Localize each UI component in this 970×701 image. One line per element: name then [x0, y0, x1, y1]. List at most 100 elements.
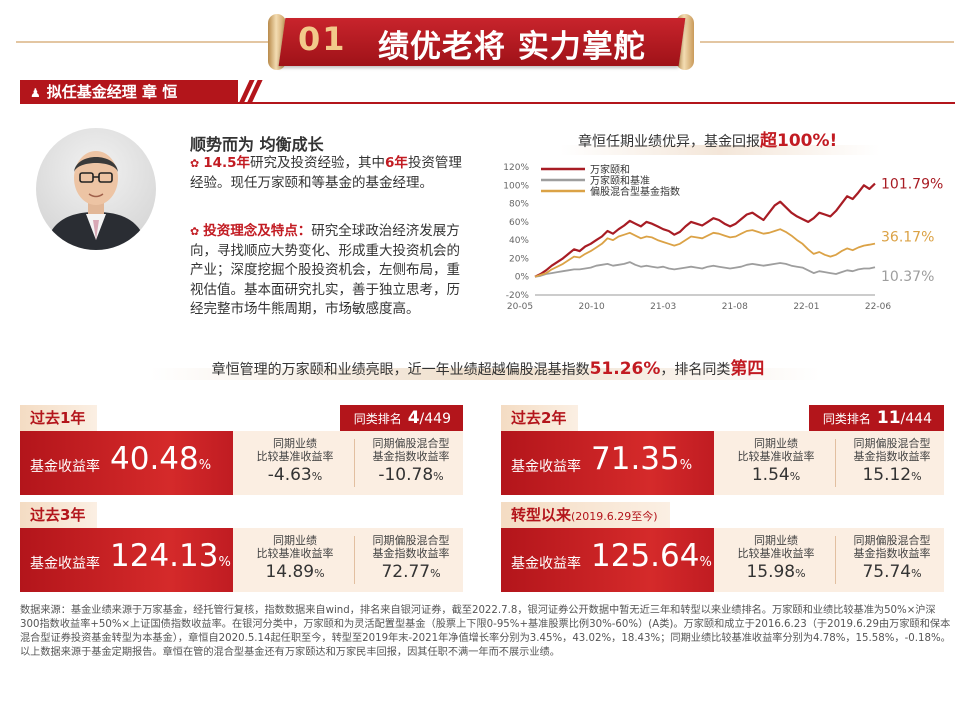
- x-tick-label: 20-10: [579, 302, 605, 312]
- manager-tag: ♟ 拟任基金经理 章 恒: [20, 80, 238, 104]
- percent-sign: %: [198, 458, 212, 473]
- index-label: 同期偏股混合型: [372, 437, 450, 450]
- card-title-text: 转型以来: [511, 506, 572, 524]
- caption-underline: [560, 145, 880, 155]
- card-title-text: 过去3年: [30, 506, 86, 524]
- peer-rank-badge: 同类排名 11/444: [808, 405, 944, 431]
- legend-label: 万家颐和基准: [590, 174, 650, 187]
- index-return: 同期偏股混合型 基金指数收益率 15.12%: [837, 437, 947, 485]
- card-past-2-years: 过去2年 同类排名 11/444 基金收益率 71.35% 同期业绩 比较基准收益…: [501, 405, 944, 495]
- card-past-1-year: 过去1年 同类排名 4/449 基金收益率 40.48% 同期业绩 比较基准收益率…: [20, 405, 463, 495]
- fund-return-label: 基金收益率: [30, 459, 100, 475]
- summary-underline: [150, 368, 820, 380]
- benchmark-label: 比较基准收益率: [256, 547, 334, 560]
- x-tick-label: 22-06: [865, 302, 891, 312]
- benchmark-label: 比较基准收益率: [256, 450, 334, 463]
- y-tick-label: 60%: [509, 218, 529, 228]
- percent-sign: %: [911, 470, 922, 483]
- benchmark-number: 1.54: [751, 465, 790, 485]
- management-years: 6年: [385, 155, 408, 171]
- section-number: 01: [298, 20, 347, 58]
- data-source-footnote: 数据来源：基金业绩来源于万家基金，经托管行复核，指数数据来自wind，排名来自银…: [20, 605, 951, 658]
- fund-return-panel: 基金收益率 71.35%: [501, 431, 714, 495]
- benchmark-value: 1.54%: [721, 465, 831, 485]
- percent-sign: %: [789, 470, 801, 483]
- rank-value: 4: [407, 408, 420, 428]
- benchmark-number: 14.89: [265, 562, 315, 582]
- fund-return-label: 基金收益率: [511, 556, 581, 572]
- index-return: 同期偏股混合型 基金指数收益率 75.74%: [837, 534, 947, 582]
- y-tick-label: 80%: [509, 200, 529, 210]
- rank-label: 同类排名: [822, 412, 871, 426]
- excess-return: 51.26%: [589, 359, 661, 379]
- x-tick-label: 22-01: [793, 302, 819, 312]
- chart-caption-text: 章恒任期业绩优异，基金回报: [578, 134, 760, 150]
- fund-return-panel: 基金收益率 124.13%: [20, 528, 233, 592]
- manager-avatar: [36, 128, 156, 250]
- percent-sign: %: [795, 567, 806, 580]
- rank-total: /444: [900, 411, 932, 427]
- fund-return-value: 124.13%: [110, 538, 231, 574]
- person-portrait-icon: [44, 151, 148, 250]
- bio-experience: ✿ 14.5年研究及投资经验，其中6年投资管理经验。现任万家颐和等基金的基金经理。: [190, 154, 465, 193]
- benchmark-number: -4.63: [267, 465, 312, 485]
- index-value: 15.12%: [837, 465, 947, 485]
- fund-return-value: 40.48%: [110, 441, 211, 477]
- fund-return-panel: 基金收益率 125.64%: [501, 528, 714, 592]
- rank-highlight: 第四: [730, 359, 765, 379]
- experience-years: 14.5年: [203, 155, 251, 171]
- bio-text: 研究全球政治经济发展方向，寻找顺应大势变化、形成重大投资机会的产业；深度挖掘个股…: [190, 223, 460, 317]
- user-icon: ♟: [30, 86, 41, 100]
- index-number: -10.78: [378, 465, 434, 485]
- index-value: -10.78%: [356, 465, 466, 485]
- card-body: 基金收益率 124.13% 同期业绩 比较基准收益率 14.89% 同期偏股混合…: [20, 528, 463, 592]
- index-value: 75.74%: [837, 562, 947, 582]
- title-line-right: [700, 41, 954, 43]
- y-tick-label: 120%: [503, 163, 529, 173]
- y-tick-label: 0%: [515, 273, 530, 283]
- index-label: 基金指数收益率: [853, 547, 931, 560]
- rank-value: 11: [876, 408, 901, 428]
- card-body: 基金收益率 125.64% 同期业绩 比较基准收益率 15.98% 同期偏股混合…: [501, 528, 944, 592]
- rank-total: /449: [419, 411, 451, 427]
- percent-sign: %: [699, 555, 712, 570]
- series-line-1: [534, 261, 876, 278]
- fund-return-label: 基金收益率: [30, 556, 100, 572]
- bullet-icon: ✿: [190, 157, 200, 170]
- benchmark-value: -4.63%: [240, 465, 350, 485]
- fund-return-value: 125.64%: [591, 538, 712, 574]
- index-return: 同期偏股混合型 基金指数收益率 72.77%: [356, 534, 466, 582]
- series-end-label: 36.17%: [881, 230, 934, 246]
- card-body: 基金收益率 40.48% 同期业绩 比较基准收益率 -4.63% 同期偏股混合型…: [20, 431, 463, 495]
- title-line-left: [16, 41, 271, 43]
- bio-title: 顺势而为 均衡成长: [190, 135, 324, 154]
- rank-label: 同类排名: [353, 412, 402, 426]
- card-title-text: 过去1年: [30, 409, 86, 427]
- index-return: 同期偏股混合型 基金指数收益率 -10.78%: [356, 437, 466, 485]
- card-title-text: 过去2年: [511, 409, 567, 427]
- bio-philosophy: ✿ 投资理念及特点：研究全球政治经济发展方向，寻找顺应大势变化、形成重大投资机会的…: [190, 222, 465, 320]
- bullet-icon: ✿: [190, 225, 200, 238]
- series-end-label: 10.37%: [881, 269, 934, 285]
- index-value: 72.77%: [356, 562, 466, 582]
- fund-return-label: 基金收益率: [511, 459, 581, 475]
- summary-text: ，排名同类: [660, 362, 731, 378]
- benchmark-return: 同期业绩 比较基准收益率 1.54%: [721, 437, 831, 485]
- benchmark-value: 14.89%: [240, 562, 350, 582]
- column-divider: [354, 536, 355, 584]
- fund-return-number: 125.64: [591, 538, 700, 574]
- card-past-3-years: 过去3年 基金收益率 124.13% 同期业绩 比较基准收益率 14.89% 同…: [20, 502, 463, 592]
- card-subtitle: (2019.6.29至今): [571, 510, 658, 523]
- peer-rank-badge: 同类排名 4/449: [339, 405, 463, 431]
- x-tick-label: 20-05: [507, 302, 533, 312]
- performance-line-chart: 120% 100% 80% 60% 40% 20% 0% -20%20-05 20-10 21-0…: [503, 163, 943, 312]
- bio-text: 投资管理经验。现任万家颐和等基金的基金经理。: [190, 155, 462, 191]
- column-divider: [354, 439, 355, 487]
- fund-return-panel: 基金收益率 40.48%: [20, 431, 233, 495]
- index-number: 15.12: [862, 465, 912, 485]
- percent-sign: %: [433, 470, 444, 483]
- column-divider: [835, 439, 836, 487]
- benchmark-return: 同期业绩 比较基准收益率 -4.63%: [240, 437, 350, 485]
- index-label: 基金指数收益率: [372, 450, 450, 463]
- fund-return-number: 40.48: [110, 441, 199, 477]
